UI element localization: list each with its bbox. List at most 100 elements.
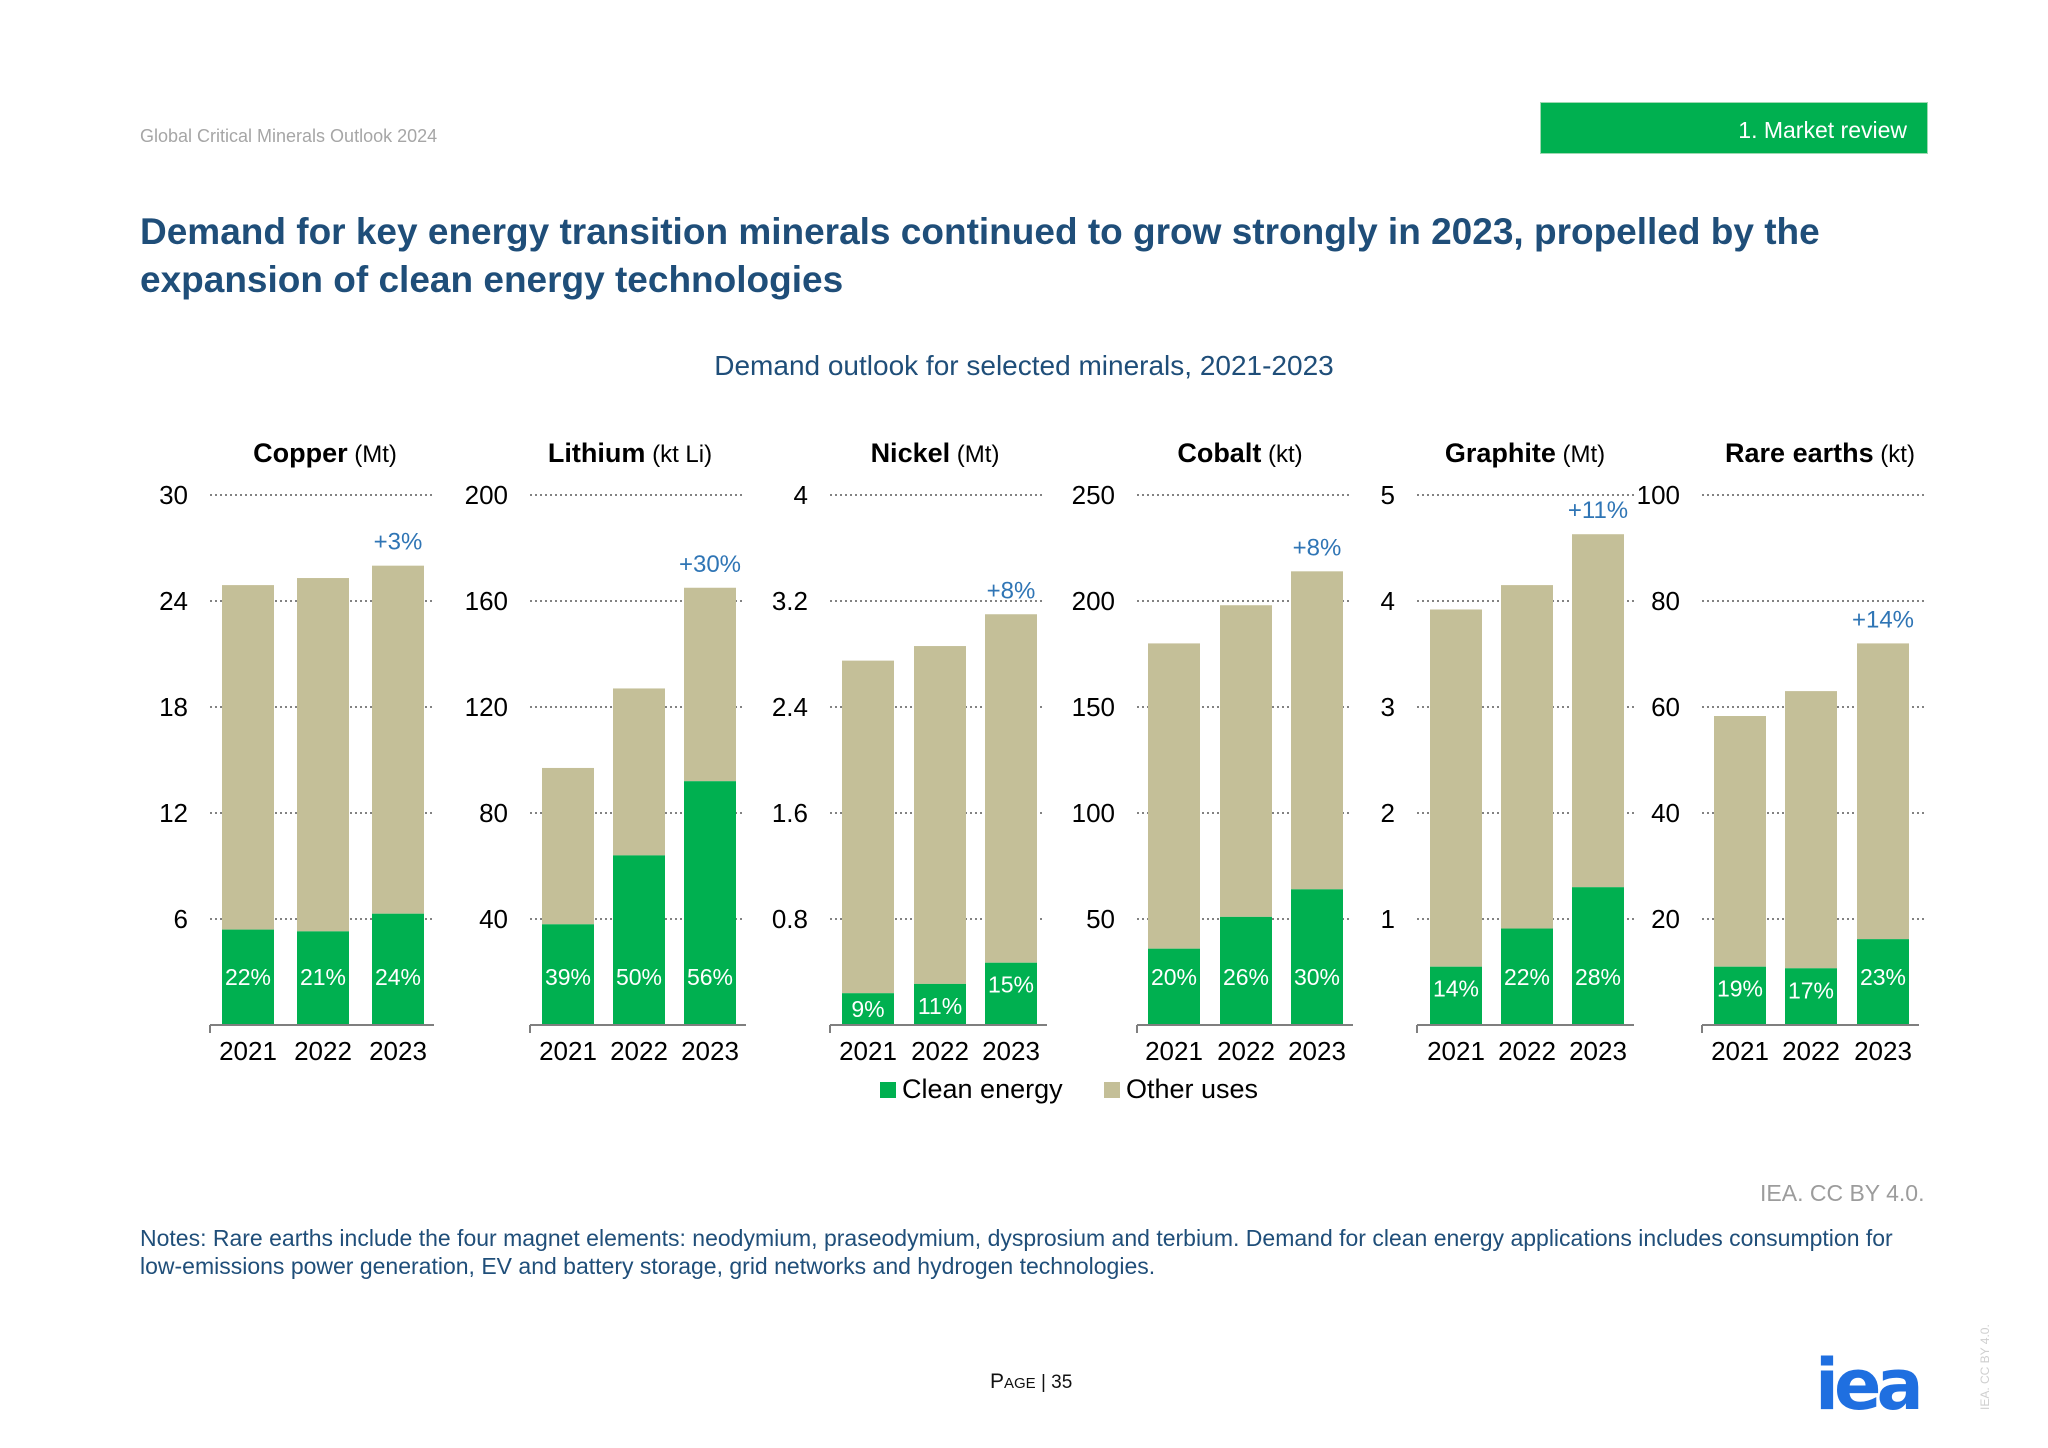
rare-earths-bar-other-2023 (1857, 643, 1909, 940)
copper-y-tick-label: 30 (159, 480, 188, 510)
cobalt-y-tick-label: 100 (1072, 798, 1115, 828)
rare-earths-share-label: 17% (1788, 977, 1834, 1003)
lithium-y-tick-label: 40 (479, 904, 508, 934)
cobalt-x-tick-label: 2023 (1288, 1036, 1346, 1066)
nickel-y-tick-label: 0.8 (772, 904, 808, 934)
graphite-x-tick-label: 2023 (1569, 1036, 1627, 1066)
nickel-bar-clean-2022 (914, 983, 966, 1025)
copper-bar-clean-2021 (222, 929, 274, 1025)
nickel-share-label: 9% (851, 996, 884, 1022)
graphite-share-label: 22% (1504, 964, 1550, 990)
graphite-y-tick-label: 5 (1381, 480, 1395, 510)
cobalt-y-tick-label: 200 (1072, 586, 1115, 616)
copper-x-tick-label: 2021 (219, 1036, 277, 1066)
copper-x-tick-label: 2022 (294, 1036, 352, 1066)
copper-panel-title: Copper (Mt) (253, 438, 397, 468)
rare-earths-bar-other-2021 (1714, 716, 1766, 967)
cobalt-y-tick-label: 50 (1086, 904, 1115, 934)
section-badge[interactable]: 1. Market review (1540, 102, 1928, 154)
rare-earths-y-tick-label: 20 (1651, 904, 1680, 934)
iea-logo: iea (1815, 1344, 1924, 1426)
nickel-bar-other-2022 (914, 646, 966, 984)
cobalt-bar-other-2022 (1220, 605, 1272, 917)
nickel-y-tick-label: 2.4 (772, 692, 808, 722)
graphite-y-tick-label: 4 (1381, 586, 1395, 616)
copper-y-tick-label: 24 (159, 586, 188, 616)
nickel-bar-clean-2023 (985, 962, 1037, 1025)
graphite-bar-other-2021 (1430, 609, 1482, 967)
lithium-bar-clean-2023 (684, 781, 736, 1025)
cobalt-bar-other-2023 (1291, 571, 1343, 890)
cobalt-x-tick-label: 2021 (1145, 1036, 1203, 1066)
graphite-bar-clean-2023 (1572, 887, 1624, 1025)
graphite-growth-label: +11% (1568, 497, 1628, 524)
lithium-x-tick-label: 2022 (610, 1036, 668, 1066)
lithium-share-label: 56% (687, 964, 733, 990)
graphite-y-tick-label: 2 (1381, 798, 1395, 828)
copper-x-tick-label: 2023 (369, 1036, 427, 1066)
copper-share-label: 24% (375, 964, 421, 990)
rare-earths-x-tick-label: 2023 (1854, 1036, 1912, 1066)
cobalt-share-label: 20% (1151, 964, 1197, 990)
lithium-bar-other-2022 (613, 688, 665, 856)
copper-bar-clean-2022 (297, 931, 349, 1025)
copper-y-tick-label: 6 (174, 904, 188, 934)
graphite-x-tick-label: 2022 (1498, 1036, 1556, 1066)
lithium-growth-label: +30% (679, 551, 741, 578)
rare-earths-bar-other-2022 (1785, 691, 1837, 969)
cobalt-panel-title: Cobalt (kt) (1177, 438, 1302, 468)
page-word: Page (990, 1370, 1036, 1393)
rare-earths-bar-clean-2022 (1785, 968, 1837, 1025)
rare-earths-panel-title: Rare earths (kt) (1725, 438, 1915, 468)
graphite-y-tick-label: 1 (1381, 904, 1395, 934)
copper-bar-other-2022 (297, 578, 349, 932)
lithium-bar-clean-2022 (613, 855, 665, 1025)
copper-bar-other-2023 (372, 565, 424, 914)
cobalt-y-tick-label: 150 (1072, 692, 1115, 722)
rare-earths-x-tick-label: 2021 (1711, 1036, 1769, 1066)
graphite-x-tick-label: 2021 (1427, 1036, 1485, 1066)
nickel-x-tick-label: 2023 (982, 1036, 1040, 1066)
cobalt-share-label: 26% (1223, 964, 1269, 990)
cobalt-bar-clean-2023 (1291, 889, 1343, 1025)
cobalt-x-tick-label: 2022 (1217, 1036, 1275, 1066)
page-number-value: | 35 (1040, 1372, 1073, 1393)
nickel-share-label: 11% (918, 993, 962, 1019)
legend-clean-label: Clean energy (902, 1074, 1063, 1104)
cobalt-share-label: 30% (1294, 964, 1340, 990)
nickel-y-tick-label: 4 (794, 480, 808, 510)
graphite-bar-clean-2022 (1501, 928, 1553, 1025)
lithium-bar-clean-2021 (542, 924, 594, 1025)
graphite-bar-other-2022 (1501, 585, 1553, 929)
copper-growth-label: +3% (374, 529, 423, 556)
cobalt-y-tick-label: 250 (1072, 480, 1115, 510)
graphite-panel-title: Graphite (Mt) (1445, 438, 1605, 468)
graphite-share-label: 28% (1575, 964, 1621, 990)
report-title: Global Critical Minerals Outlook 2024 (140, 126, 438, 146)
lithium-share-label: 39% (545, 964, 591, 990)
lithium-y-tick-label: 120 (465, 692, 508, 722)
chart-title: Demand outlook for selected minerals, 20… (714, 350, 1334, 381)
cobalt-bar-other-2021 (1148, 643, 1200, 949)
cobalt-bar-clean-2022 (1220, 916, 1272, 1025)
chart-credit: IEA. CC BY 4.0. (1760, 1180, 1925, 1206)
lithium-y-tick-label: 200 (465, 480, 508, 510)
lithium-bar-other-2023 (684, 587, 736, 782)
rare-earths-y-tick-label: 80 (1651, 586, 1680, 616)
copper-y-tick-label: 12 (159, 798, 188, 828)
cobalt-growth-label: +8% (1293, 534, 1342, 561)
vertical-credit: IEA. CC BY 4.0. (1978, 1324, 1992, 1410)
lithium-x-tick-label: 2021 (539, 1036, 597, 1066)
rare-earths-bar-clean-2021 (1714, 966, 1766, 1025)
nickel-panel-title: Nickel (Mt) (871, 438, 1000, 468)
nickel-bar-clean-2021 (842, 993, 894, 1025)
rare-earths-y-tick-label: 100 (1637, 480, 1680, 510)
copper-y-tick-label: 18 (159, 692, 188, 722)
copper-bar-clean-2023 (372, 913, 424, 1025)
graphite-bar-clean-2021 (1430, 966, 1482, 1025)
lithium-y-tick-label: 160 (465, 586, 508, 616)
nickel-y-tick-label: 3.2 (772, 586, 808, 616)
rare-earths-x-tick-label: 2022 (1782, 1036, 1840, 1066)
page-number: Page | 35 (990, 1370, 1072, 1394)
rare-earths-bar-clean-2023 (1857, 939, 1909, 1025)
